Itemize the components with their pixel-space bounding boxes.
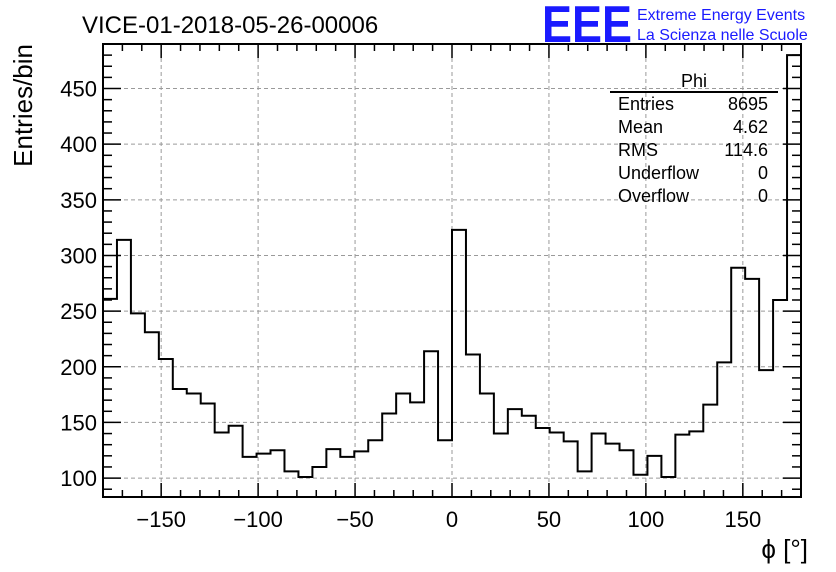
- y-tick-label: 250: [60, 299, 97, 324]
- x-tick-label: 0: [446, 507, 458, 532]
- histogram-bin: [438, 440, 452, 497]
- histogram-bin: [396, 393, 410, 497]
- stats-label-underflow: Underflow: [618, 163, 700, 183]
- x-tick-label: −100: [233, 507, 283, 532]
- y-tick-label: 100: [60, 466, 97, 491]
- histogram-bin: [243, 457, 257, 497]
- histogram-bin: [494, 434, 508, 497]
- chart-title: VICE-01-2018-05-26-00006: [82, 12, 378, 39]
- x-axis-label: ϕ [°]: [761, 534, 808, 564]
- histogram-bin: [689, 431, 703, 497]
- histogram-bin: [312, 467, 326, 497]
- histogram-bin: [117, 240, 131, 497]
- histogram-bin: [131, 313, 145, 497]
- stats-box: Phi Entries 8695 Mean 4.62 RMS 114.6 Und…: [610, 71, 778, 206]
- histogram-bin: [326, 449, 340, 497]
- y-tick-label: 150: [60, 410, 97, 435]
- histogram-bin: [340, 457, 354, 497]
- stats-label-rms: RMS: [618, 140, 658, 160]
- logo-line-1: Extreme Energy Events: [637, 7, 805, 24]
- histogram-bin: [354, 451, 368, 497]
- histogram-bin: [145, 332, 159, 497]
- histogram-bin: [717, 362, 731, 497]
- histogram-outline: [102, 54, 802, 497]
- histogram-bin: [564, 441, 578, 497]
- histogram-bin: [410, 402, 424, 497]
- histogram-bin: [522, 416, 536, 497]
- histogram-bin: [661, 477, 675, 497]
- histogram-bin: [466, 355, 480, 497]
- histogram-bin: [578, 471, 592, 497]
- logo-line-2: La Scienza nelle Scuole: [637, 27, 808, 44]
- histogram-bin: [159, 359, 173, 497]
- histogram-bin: [298, 477, 312, 497]
- x-tick-label: 150: [724, 507, 761, 532]
- y-tick-label: 450: [60, 77, 97, 102]
- stats-value-underflow: 0: [758, 163, 768, 183]
- y-tick-label: 300: [60, 243, 97, 268]
- stats-value-overflow: 0: [758, 186, 768, 206]
- histogram-bin: [368, 440, 382, 497]
- stats-value-mean: 4.62: [733, 117, 768, 137]
- histogram-bin: [703, 405, 717, 497]
- stats-title: Phi: [681, 71, 707, 91]
- x-tick-label: −50: [336, 507, 373, 532]
- histogram-bin: [592, 434, 606, 497]
- x-tick-label: 100: [628, 507, 665, 532]
- histogram-bin: [647, 456, 661, 497]
- histogram-bin: [187, 393, 201, 497]
- histogram-bin: [452, 230, 466, 497]
- y-tick-label: 400: [60, 132, 97, 157]
- x-tick-label: 50: [537, 507, 561, 532]
- histogram-bin: [271, 450, 285, 497]
- histogram-bin: [215, 432, 229, 497]
- histogram-bin: [480, 393, 494, 497]
- stats-value-rms: 114.6: [724, 140, 768, 160]
- histogram-bin: [675, 435, 689, 497]
- histogram-bin: [773, 300, 787, 497]
- eee-logo: EEE Extreme Energy Events La Scienza nel…: [542, 0, 808, 54]
- y-tick-label: 200: [60, 355, 97, 380]
- y-axis-label: Entries/bin: [8, 44, 38, 167]
- histogram-bin: [173, 389, 187, 497]
- stats-value-entries: 8695: [728, 94, 768, 114]
- histogram-bin: [536, 428, 550, 497]
- eee-logo-mark: EEE: [542, 0, 632, 54]
- histogram-bin: [620, 450, 634, 497]
- histogram-bin: [550, 432, 564, 497]
- histogram-bin: [382, 414, 396, 497]
- stats-label-entries: Entries: [618, 94, 674, 114]
- stats-label-overflow: Overflow: [618, 186, 690, 206]
- y-tick-label: 350: [60, 188, 97, 213]
- histogram-bin: [424, 351, 438, 497]
- tick-labels: −150 −100 −50 0 50 100 150 100 150 200 250 300 350 40…: [60, 77, 761, 532]
- stats-label-mean: Mean: [618, 117, 663, 137]
- x-tick-label: −150: [136, 507, 186, 532]
- histogram-bin: [229, 426, 243, 497]
- histogram-bin: [201, 404, 215, 497]
- axis-ticks: [102, 44, 802, 497]
- histogram-bin: [606, 444, 620, 497]
